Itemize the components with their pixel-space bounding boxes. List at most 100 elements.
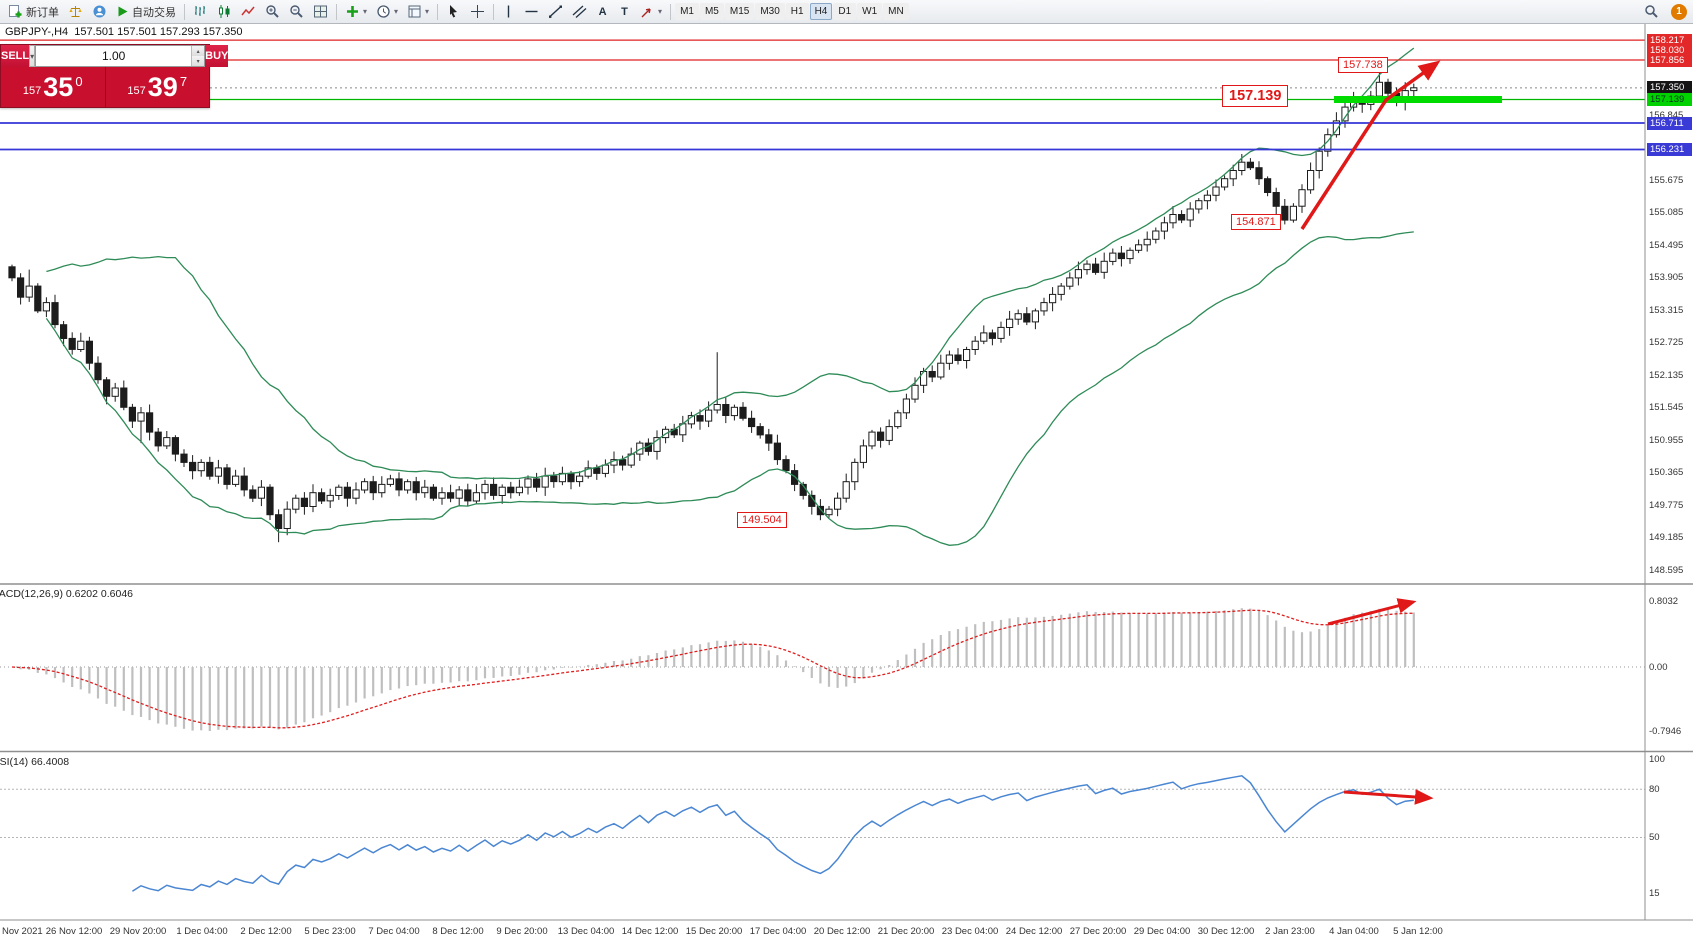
cursor-icon [446, 4, 461, 19]
buy-price[interactable]: 157 39 7 [106, 67, 210, 107]
zoom-in-button[interactable] [261, 2, 284, 22]
sell-price-sup: 0 [75, 73, 83, 89]
rsi-scale-label: 100 [1649, 754, 1665, 765]
timeframe-m15[interactable]: M15 [724, 3, 755, 20]
arrow-shape-icon [640, 4, 655, 19]
time-axis-label: 8 Dec 12:00 [432, 926, 484, 937]
time-axis-label: 26 Nov 12:00 [45, 926, 103, 937]
price-scale-label: 153.315 [1649, 304, 1684, 316]
bar-chart-mode-button[interactable] [189, 2, 212, 22]
one-click-trading-panel: SELL ▾ ▴ ▾ BUY 157 35 0 157 39 7 [0, 44, 229, 108]
auto-trading-button[interactable]: 自动交易 [112, 2, 180, 22]
timeframe-m30[interactable]: M30 [755, 3, 785, 20]
chevron-up-icon: ▴ [196, 48, 200, 55]
chevron-down-icon: ▾ [394, 6, 399, 16]
volume-up-button[interactable]: ▴ [192, 46, 205, 56]
new-order-button[interactable]: 新订单 [4, 2, 63, 22]
time-axis-label: 24 Dec 12:00 [1005, 926, 1063, 937]
rsi-scale-label: 80 [1649, 783, 1660, 795]
timeframe-w1[interactable]: W1 [857, 3, 883, 20]
tile-windows-button[interactable] [309, 2, 332, 22]
label-tool-icon: T [621, 5, 628, 18]
zoom-in-icon [265, 4, 280, 19]
time-axis-label: 5 Dec 23:00 [304, 926, 356, 937]
shapes-tool-button[interactable]: ▾ [636, 2, 666, 22]
price-scale-label: 150.955 [1649, 434, 1684, 446]
buy-price-sup: 7 [179, 73, 188, 89]
channel-tool-button[interactable] [568, 2, 591, 22]
trade-options-caret[interactable]: ▾ [29, 45, 36, 67]
line-chart-icon [241, 4, 256, 19]
candlestick-mode-button[interactable] [213, 2, 236, 22]
macd-scale-label: 0.00 [1649, 661, 1668, 673]
chart-symbol-header: GBPJPY-,H4 157.501 157.501 157.293 157.3… [5, 26, 243, 38]
sell-price[interactable]: 157 35 0 [1, 67, 105, 107]
toolbar-separator [437, 3, 439, 20]
timeframe-d1[interactable]: D1 [833, 3, 857, 20]
trendline-tool-button[interactable] [544, 2, 567, 22]
time-axis-label: 13 Dec 04:00 [557, 926, 615, 937]
time-axis-label: 29 Nov 20:00 [109, 926, 167, 937]
periods-button[interactable]: ▾ [372, 2, 402, 22]
price-scale-label: 150.365 [1649, 467, 1684, 479]
time-axis-label: 21 Dec 20:00 [877, 926, 935, 937]
buy-price-prefix: 157 [127, 85, 146, 97]
price-scale-label: 155.675 [1649, 174, 1684, 186]
play-icon [116, 5, 129, 18]
price-annotation[interactable]: 157.139 [1222, 85, 1289, 107]
timeframe-m1[interactable]: M1 [675, 3, 699, 20]
auto-trading-label: 自动交易 [132, 6, 176, 19]
cursor-tool-button[interactable] [442, 2, 465, 22]
line-chart-mode-button[interactable] [237, 2, 260, 22]
market-depth-button[interactable] [64, 2, 87, 22]
price-annotation[interactable]: 157.738 [1338, 57, 1388, 73]
indicators-button[interactable]: ▾ [341, 2, 371, 22]
text-tool-button[interactable]: A [592, 2, 613, 22]
notification-badge[interactable]: 1 [1671, 3, 1687, 20]
indicator-plus-icon [345, 4, 360, 19]
price-tag-red: 157.856 [1647, 53, 1692, 67]
label-tool-button[interactable]: T [614, 2, 635, 22]
horizontal-line-tool-button[interactable] [520, 2, 543, 22]
time-axis-label: 5 Jan 12:00 [1393, 926, 1443, 937]
toolbar-right-group: 1 [1640, 2, 1689, 22]
rsi-indicator-label: RSI(14) 66.4008 [0, 756, 70, 768]
account-button[interactable] [88, 2, 111, 22]
crosshair-tool-button[interactable] [466, 2, 489, 22]
timeframe-mn[interactable]: MN [883, 3, 909, 20]
price-scale-label: 152.725 [1649, 337, 1684, 349]
chevron-down-icon: ▾ [425, 6, 430, 16]
time-axis-label: 2 Dec 12:00 [240, 926, 292, 937]
sell-button[interactable]: SELL [1, 45, 30, 67]
price-annotation[interactable]: 149.504 [737, 512, 787, 528]
templates-button[interactable]: ▾ [403, 2, 433, 22]
price-annotation[interactable]: 154.871 [1231, 214, 1281, 230]
sell-price-prefix: 157 [22, 85, 42, 97]
text-tool-icon: A [598, 5, 607, 18]
price-tag-red: 158.217 [1647, 33, 1692, 47]
volume-input[interactable] [36, 46, 192, 66]
timeframe-h1[interactable]: H1 [785, 3, 809, 20]
clock-icon [376, 4, 391, 19]
time-axis-label: 27 Dec 20:00 [1069, 926, 1127, 937]
price-scale-label: 149.185 [1649, 532, 1684, 544]
time-axis-label: 7 Dec 04:00 [368, 926, 420, 937]
toolbar-separator [670, 3, 672, 20]
rsi-scale-label: 15 [1649, 888, 1660, 900]
toolbar-separator [336, 3, 337, 20]
price-tag-blue: 156.711 [1647, 116, 1692, 130]
vertical-line-tool-button[interactable] [498, 2, 519, 22]
timeframe-h4[interactable]: H4 [809, 3, 833, 20]
price-tag-black: 157.350 [1647, 81, 1692, 95]
volume-down-button[interactable]: ▾ [192, 56, 205, 66]
price-tag-red: 158.030 [1647, 43, 1692, 57]
search-button[interactable] [1640, 2, 1663, 22]
buy-button[interactable]: BUY [205, 45, 229, 67]
timeframe-m5[interactable]: M5 [699, 3, 724, 20]
buy-price-big: 39 [147, 71, 178, 102]
scales-icon [68, 4, 83, 19]
zoom-out-button[interactable] [285, 2, 308, 22]
